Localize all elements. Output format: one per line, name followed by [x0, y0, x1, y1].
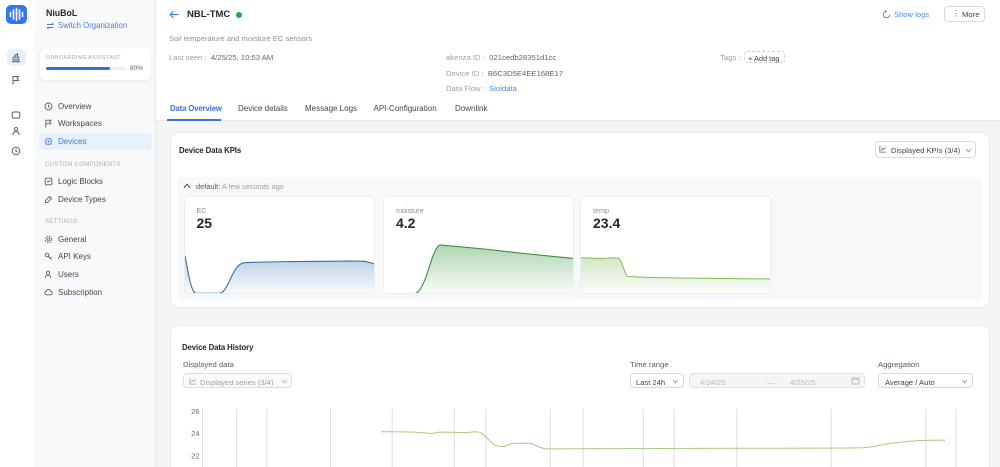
svg-text:24: 24: [191, 429, 199, 438]
svg-text:26: 26: [191, 407, 199, 416]
svg-text:22: 22: [191, 451, 199, 460]
